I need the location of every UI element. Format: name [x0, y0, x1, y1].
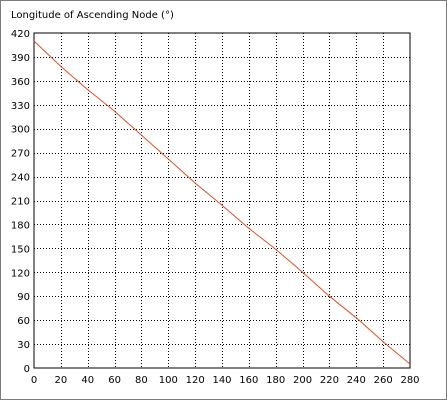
- y-tick-label: 30: [17, 340, 30, 351]
- x-tick-label: 0: [31, 375, 37, 386]
- y-tick-label: 90: [17, 292, 30, 303]
- y-tick-label: 360: [11, 77, 30, 88]
- y-tick-label: 0: [24, 364, 30, 375]
- x-tick-label: 140: [212, 375, 231, 386]
- tick-labels: 0 20 40 60 80 100 120 140 160 180 200 220 240 260 280 0…: [11, 29, 420, 386]
- x-tick-label: 280: [400, 375, 419, 386]
- x-tick-label: 80: [135, 375, 148, 386]
- x-tick-label: 240: [347, 375, 366, 386]
- series-line: [33, 40, 411, 365]
- grid-lines: [34, 33, 410, 368]
- y-tick-label: 120: [11, 268, 30, 279]
- x-tick-label: 20: [54, 375, 67, 386]
- y-tick-label: 60: [17, 316, 30, 327]
- y-tick-label: 390: [11, 53, 30, 64]
- x-tick-label: 120: [186, 375, 205, 386]
- x-tick-label: 200: [293, 375, 312, 386]
- x-tick-label: 260: [374, 375, 393, 386]
- y-tick-label: 330: [11, 101, 30, 112]
- y-tick-label: 420: [11, 29, 30, 40]
- x-tick-label: 60: [108, 375, 121, 386]
- y-tick-label: 150: [11, 244, 30, 255]
- chart-title: Longitude of Ascending Node (°): [11, 10, 174, 21]
- x-tick-label: 160: [239, 375, 258, 386]
- y-tick-label: 300: [11, 125, 30, 136]
- y-tick-label: 180: [11, 220, 30, 231]
- x-tick-label: 180: [266, 375, 285, 386]
- y-tick-label: 270: [11, 149, 30, 160]
- x-tick-label: 40: [81, 375, 94, 386]
- y-tick-label: 210: [11, 197, 30, 208]
- series-group: [33, 40, 411, 365]
- x-tick-label: 220: [320, 375, 339, 386]
- y-tick-label: 240: [11, 173, 30, 184]
- plot-border: [33, 32, 411, 369]
- x-tick-label: 100: [159, 375, 178, 386]
